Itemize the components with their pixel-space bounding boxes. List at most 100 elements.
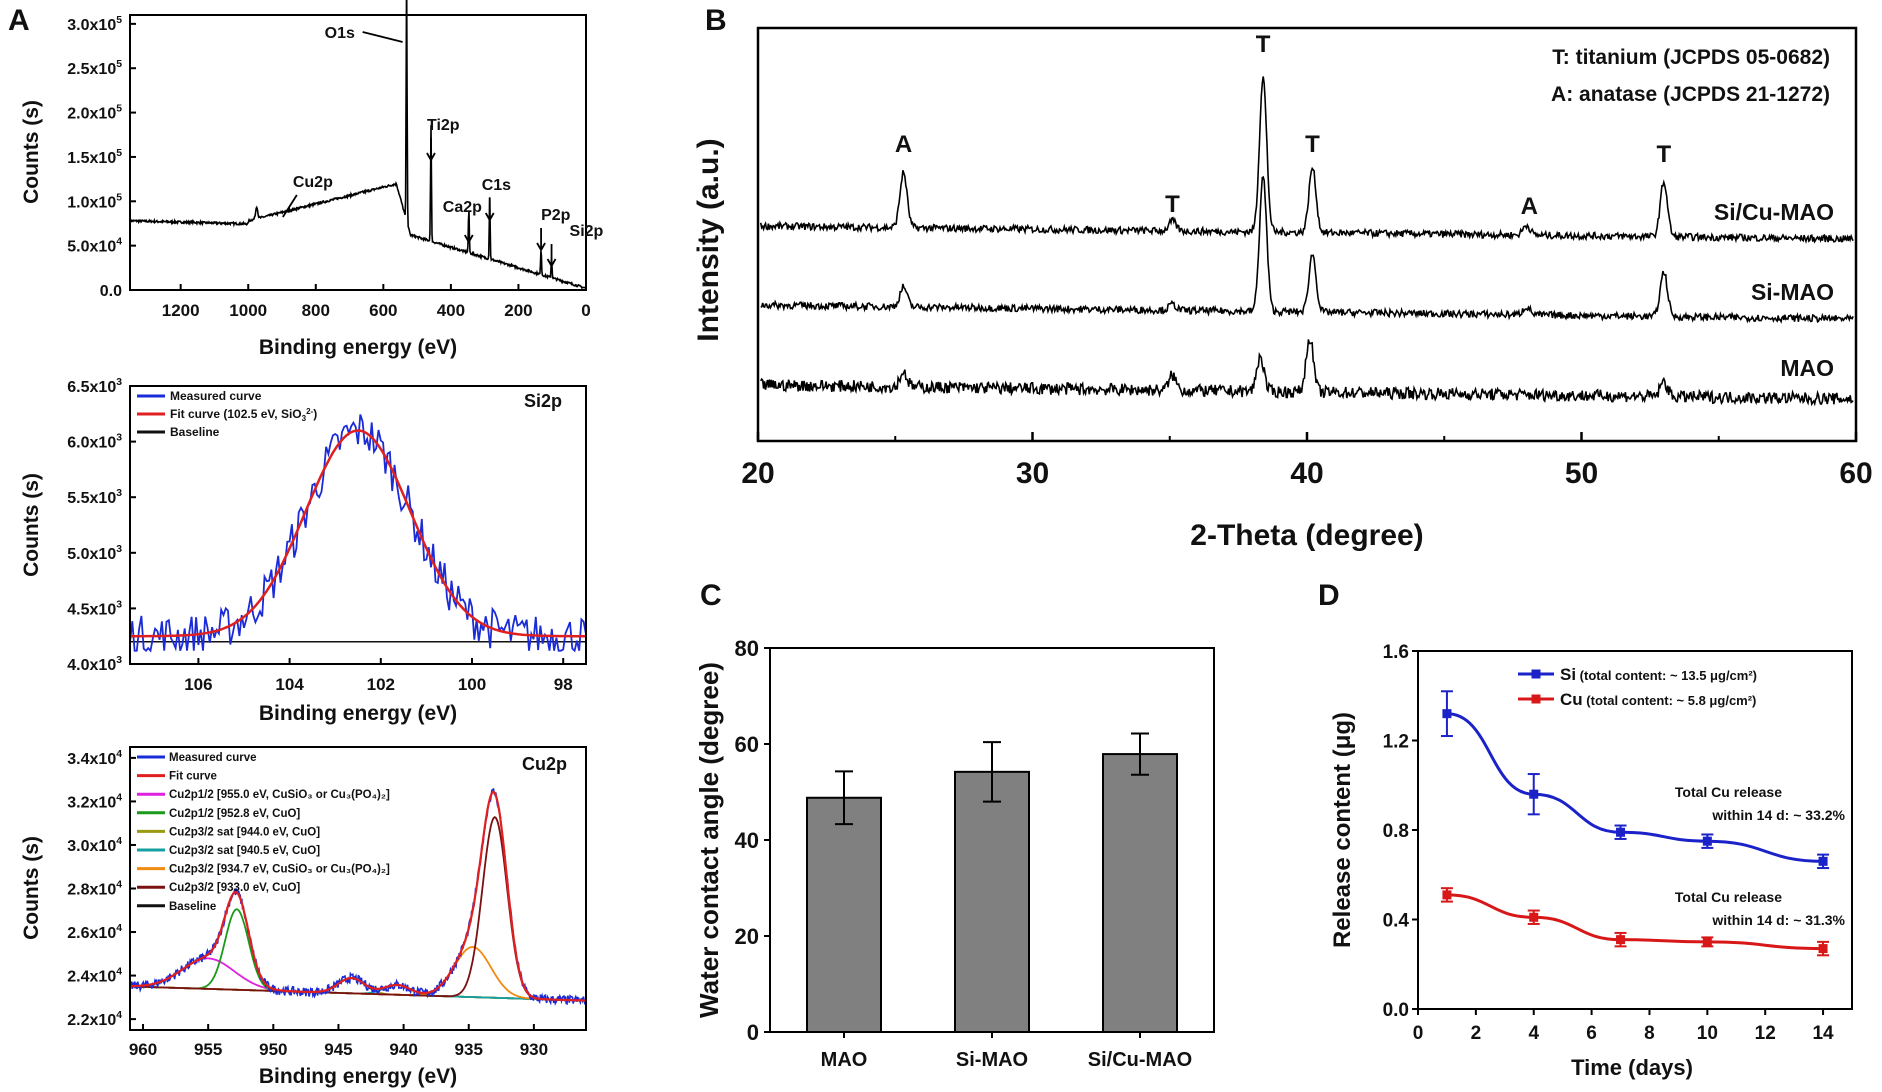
y-tick-label: 5.0x103 xyxy=(67,544,122,563)
y-tick-label: 2.0x105 xyxy=(67,104,122,123)
y-tick-label: 3.2x104 xyxy=(67,792,122,811)
data-point-si xyxy=(1442,709,1452,719)
chart-xrd: 20 30 40 50 60 A T T T A T Si/Cu-MAO Si-MAO MAO T: ti… xyxy=(692,26,1873,552)
legend-entry: Baseline xyxy=(170,425,220,439)
panel-label-c: C xyxy=(700,579,722,612)
y-axis-label: Release content (μg) xyxy=(1329,712,1356,948)
peak-annotation: A xyxy=(1521,193,1538,220)
legend-entry: Cu2p3/2 sat [940.5 eV, CuO] xyxy=(169,845,320,857)
x-axis-label: Binding energy (eV) xyxy=(259,702,457,725)
chart-contact-angle: MAO Si-MAO Si/Cu-MAO 0 20 40 60 80 Water conta… xyxy=(694,636,1215,1071)
x-tick-label: 50 xyxy=(1565,457,1598,490)
peak-arrow-head xyxy=(536,242,546,252)
trace-label: Si-MAO xyxy=(1751,279,1834,305)
data-point-cu xyxy=(1442,890,1452,900)
x-tick-label: 98 xyxy=(554,675,573,694)
x-axis-label: Binding energy (eV) xyxy=(259,336,457,359)
x-tick-label: 100 xyxy=(458,675,486,694)
x-tick-label: 20 xyxy=(741,457,774,490)
peak-arrow xyxy=(282,194,298,218)
x-tick-label: 930 xyxy=(520,1040,548,1059)
legend-entry: Measured curve xyxy=(169,752,257,764)
x-tick-label: 935 xyxy=(455,1040,483,1059)
legend-line-titanium: T: titanium (JCPDS 05-0682) xyxy=(1552,46,1830,69)
y-tick-label: 6.5x103 xyxy=(67,377,122,396)
peak-annotation: T xyxy=(1305,131,1320,158)
x-tick-label: 30 xyxy=(1016,457,1049,490)
peak-arrow xyxy=(362,31,403,43)
y-tick-label: 2.8x104 xyxy=(67,880,122,899)
trace-label: MAO xyxy=(1780,355,1834,381)
legend-entry: Fit curve (102.5 eV, SiO32-) xyxy=(170,407,317,423)
x-tick-label: 6 xyxy=(1586,1023,1597,1044)
y-tick-label: 1.6 xyxy=(1383,642,1409,663)
x-tick-label: Si-MAO xyxy=(956,1049,1028,1071)
x-tick-label: 2 xyxy=(1471,1023,1482,1044)
measured-curve-line xyxy=(129,414,587,653)
y-tick-label: 6.0x103 xyxy=(67,433,122,452)
cu-note-line2: within 14 d: ~ 31.3% xyxy=(1711,912,1845,928)
plot-frame xyxy=(129,14,587,291)
y-tick-label: 0.8 xyxy=(1383,821,1409,842)
x-tick-label: 200 xyxy=(504,301,532,320)
legend-entry: Baseline xyxy=(169,901,216,913)
x-tick-label: 10 xyxy=(1697,1023,1718,1044)
plot-frame xyxy=(129,385,587,665)
chart-title: Cu2p xyxy=(522,754,567,774)
peak-annotation: T xyxy=(1256,31,1271,58)
peak-label-cu2p: Cu2p xyxy=(293,174,333,191)
peak-label-c1s: C1s xyxy=(482,177,511,194)
x-tick-label: 955 xyxy=(194,1040,222,1059)
data-point-cu xyxy=(1616,935,1626,945)
y-tick-label: 1.2 xyxy=(1383,732,1409,753)
data-point-si xyxy=(1818,856,1828,866)
peak-annotation: A xyxy=(895,131,912,158)
legend-marker xyxy=(1531,694,1541,704)
peak-label-ca2p: Ca2p xyxy=(443,199,482,216)
trace-label: Si/Cu-MAO xyxy=(1714,199,1834,225)
series-line-si xyxy=(1446,712,1824,863)
y-tick-label: 5.0x104 xyxy=(67,237,122,256)
x-tick-label: 940 xyxy=(389,1040,417,1059)
peak-arrow-head xyxy=(546,258,557,268)
xrd-trace-si-mao xyxy=(760,175,1854,324)
y-tick-label: 2.6x104 xyxy=(67,923,122,942)
x-tick-label: 960 xyxy=(129,1040,157,1059)
y-axis-label: Water contact angle (degree) xyxy=(694,662,724,1018)
legend-line-anatase: A: anatase (JCPDS 21-1272) xyxy=(1551,83,1830,106)
peak-annotation: T xyxy=(1165,191,1180,218)
si-note-line2: within 14 d: ~ 33.2% xyxy=(1711,807,1845,823)
y-tick-label: 4.0x103 xyxy=(67,655,122,674)
si-note-line1: Total Cu release xyxy=(1675,784,1782,800)
legend-entry: Fit curve xyxy=(169,771,217,783)
y-tick-label: 1.5x105 xyxy=(67,148,122,167)
x-tick-label: 104 xyxy=(275,675,304,694)
bar xyxy=(806,796,882,1034)
fit-curve-line xyxy=(130,790,586,1002)
y-axis-label: Counts (s) xyxy=(20,836,43,940)
legend-entry: Cu2p3/2 [933.0 eV, CuO] xyxy=(169,882,300,894)
y-tick-label: 3.0x104 xyxy=(67,836,122,855)
peak-arrow-head xyxy=(426,152,436,162)
x-tick-label: 0 xyxy=(1413,1023,1424,1044)
peak-label-ti2p: Ti2p xyxy=(427,117,460,134)
data-point-si xyxy=(1702,836,1712,846)
chart-ion-release: 0.0 0.4 0.8 1.2 1.6 0 2 4 6 8 10 12 14 Si (total con… xyxy=(1329,642,1853,1080)
x-axis-label: 2-Theta (degree) xyxy=(1190,519,1423,552)
legend: Measured curve Fit curve Cu2p1/2 [955.0 eV… xyxy=(137,752,390,913)
x-tick-label: 0 xyxy=(581,301,590,320)
chart-si2p: 4.0x103 4.5x103 5.0x103 5.5x103 6.0x103 6.5x1… xyxy=(20,377,587,725)
panel-label-d: D xyxy=(1318,579,1340,612)
y-tick-label: 2.5x105 xyxy=(67,59,122,78)
measured-curve-line xyxy=(129,788,587,1006)
x-tick-label: MAO xyxy=(821,1049,868,1071)
x-tick-label: 950 xyxy=(259,1040,287,1059)
data-point-si xyxy=(1529,789,1539,799)
x-tick-label: 40 xyxy=(1290,457,1323,490)
x-tick-label: 400 xyxy=(437,301,465,320)
legend-entry: Cu2p3/2 [934.7 eV, CuSiO₃ or Cu₃(PO₄)₂] xyxy=(169,864,390,876)
x-tick-label: 102 xyxy=(367,675,395,694)
legend-entry: Measured curve xyxy=(170,389,262,403)
peak-arrow-head xyxy=(464,234,474,244)
